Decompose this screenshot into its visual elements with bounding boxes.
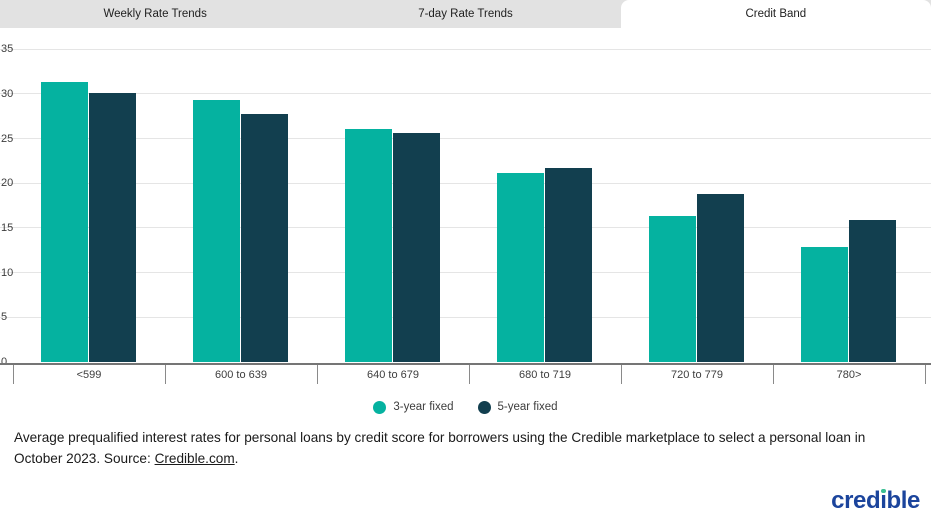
bar-5-year-fixed-680 to 719 xyxy=(545,168,592,362)
logo-letter-i: ı xyxy=(880,487,887,514)
x-axis-category-label: 780> xyxy=(836,368,862,381)
bar-5-year-fixed-640 to 679 xyxy=(393,133,440,362)
logo-green-dot-icon xyxy=(881,488,886,494)
x-axis-tick-separator xyxy=(317,365,318,384)
bar-3-year-fixed-720 to 779 xyxy=(649,216,696,362)
x-axis-category-label: <599 xyxy=(76,368,102,381)
tab-weekly-rate-trends[interactable]: Weekly Rate Trends xyxy=(103,8,207,20)
x-axis-tick-separator xyxy=(925,365,926,384)
y-axis-tick-5: 5 xyxy=(1,311,8,324)
gridline-35 xyxy=(0,48,931,50)
x-axis-tick-separator xyxy=(621,365,622,384)
x-axis-line xyxy=(0,363,931,365)
y-axis-tick-0: 0 xyxy=(1,356,8,368)
gridline-20 xyxy=(0,182,931,184)
gridline-25 xyxy=(0,138,931,139)
tab-bar: Weekly Rate Trends 7-day Rate Trends Cre… xyxy=(0,0,931,28)
x-axis-category-label: 680 to 719 xyxy=(519,368,571,381)
bar-5-year-fixed-<599 xyxy=(89,92,136,362)
caption-text: Average prequalified interest rates for … xyxy=(14,430,866,466)
x-axis-tick-separator xyxy=(469,365,470,384)
x-axis-category-label: 600 to 639 xyxy=(215,368,267,381)
gridline-30 xyxy=(0,93,931,95)
legend-dot-icon xyxy=(477,400,491,414)
credible-source-link[interactable]: Credible.com xyxy=(154,451,235,466)
credible-logo: credı ble xyxy=(831,487,920,515)
chart-caption: Average prequalified interest rates for … xyxy=(14,427,917,469)
bar-3-year-fixed-600 to 639 xyxy=(193,100,240,362)
caption-period: . xyxy=(234,451,239,466)
legend-item-3-year-fixed: 3-year fixed xyxy=(373,400,454,414)
y-axis-tick-35: 35 xyxy=(1,43,14,56)
legend-item-5-year-fixed: 5-year fixed xyxy=(477,400,558,414)
x-axis-tick-separator xyxy=(13,365,14,384)
y-axis-tick-25: 25 xyxy=(1,132,14,145)
tab-7-day-rate-trends[interactable]: 7-day Rate Trends xyxy=(418,8,513,20)
bar-3-year-fixed-680 to 719 xyxy=(497,173,544,362)
legend-dot-icon xyxy=(373,400,387,414)
legend-label: 5-year fixed xyxy=(497,401,558,413)
gridline-15 xyxy=(0,227,931,229)
bar-3-year-fixed-780> xyxy=(801,246,848,362)
x-axis-tick-separator xyxy=(165,365,166,384)
logo-text: cred xyxy=(831,487,881,514)
y-axis-tick-15: 15 xyxy=(1,221,14,234)
grouped-bar-chart: 0 5 10 15 20 25 30 35 <599 600 to 639 640 to 679 68… xyxy=(0,28,931,388)
bar-5-year-fixed-600 to 639 xyxy=(241,114,288,362)
bar-3-year-fixed-640 to 679 xyxy=(345,128,392,362)
y-axis-tick-30: 30 xyxy=(1,87,14,100)
bar-5-year-fixed-780> xyxy=(849,219,896,362)
bar-5-year-fixed-720 to 779 xyxy=(697,193,744,362)
chart-legend: 3-year fixed 5-year fixed xyxy=(0,398,931,416)
x-axis-category-label: 720 to 779 xyxy=(671,368,723,381)
legend-label: 3-year fixed xyxy=(393,401,454,413)
x-axis-category-label: 640 to 679 xyxy=(367,368,419,381)
y-axis-tick-10: 10 xyxy=(1,266,14,279)
bar-3-year-fixed-<599 xyxy=(41,82,88,362)
tab-credit-band[interactable]: Credit Band xyxy=(620,0,931,28)
x-axis-tick-separator xyxy=(773,365,774,384)
gridline-10 xyxy=(0,272,931,274)
logo-text: ble xyxy=(886,487,921,514)
y-axis-tick-20: 20 xyxy=(1,177,14,190)
gridline-5 xyxy=(0,316,931,318)
